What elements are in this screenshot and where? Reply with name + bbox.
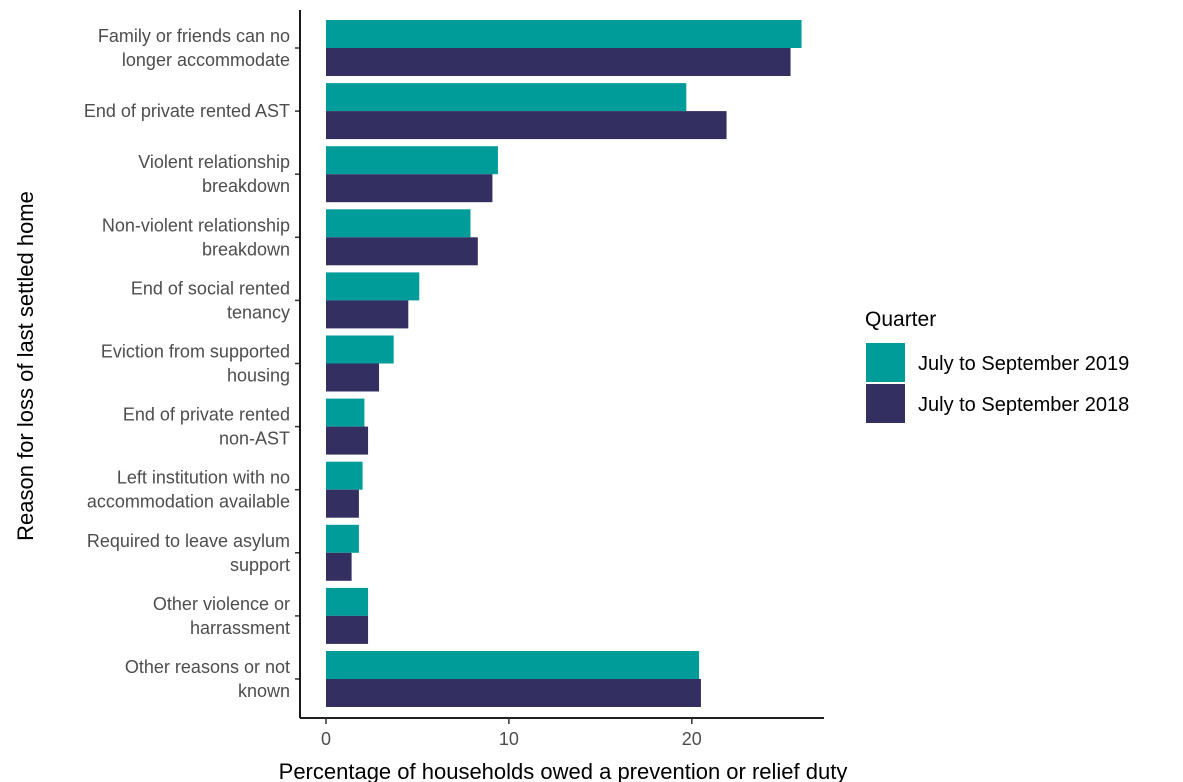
category-label: Required to leave asylum support bbox=[87, 531, 290, 575]
category-label: End of social rented tenancy bbox=[131, 278, 290, 322]
bar-series-2019-9 bbox=[326, 587, 369, 616]
bar-series-2019-6 bbox=[326, 398, 365, 427]
x-tick-label: 10 bbox=[499, 729, 519, 749]
category-label: Non-violent relationship breakdown bbox=[102, 215, 290, 259]
bar-series-2019-0 bbox=[326, 20, 802, 48]
bar-series-2018-2 bbox=[326, 174, 493, 203]
category-label: Other violence or harrassment bbox=[153, 594, 290, 638]
bar-series-2018-9 bbox=[326, 615, 369, 644]
bar-series-2018-5 bbox=[326, 363, 380, 392]
category-label: Left institution with no accommodation av… bbox=[87, 468, 290, 512]
bar-series-2018-3 bbox=[326, 237, 478, 266]
bar-series-2018-1 bbox=[326, 111, 727, 140]
bar-series-2019-8 bbox=[326, 524, 359, 553]
category-label: End of private rented AST bbox=[84, 101, 290, 121]
bar-series-2019-1 bbox=[326, 83, 687, 112]
x-axis: 0 10 20 bbox=[300, 717, 824, 749]
legend-label-2018: July to September 2018 bbox=[918, 394, 1129, 416]
bar-series-2019-7 bbox=[326, 461, 363, 490]
legend-key-2018 bbox=[866, 384, 905, 423]
bar-series-2018-7 bbox=[326, 489, 359, 518]
bar-series-2019-5 bbox=[326, 335, 394, 364]
legend: Quarter July to September 2019 July to Se… bbox=[865, 308, 1129, 423]
x-tick-label: 20 bbox=[682, 729, 702, 749]
legend-key-2019 bbox=[866, 343, 905, 382]
bar-series-2018-4 bbox=[326, 300, 409, 329]
bars-group bbox=[326, 20, 802, 707]
bar-series-2019-2 bbox=[326, 146, 498, 175]
category-label: Family or friends can no longer accommoda… bbox=[98, 26, 290, 70]
bar-series-2019-10 bbox=[326, 651, 700, 679]
bar-series-2018-8 bbox=[326, 552, 352, 581]
category-label: Violent relationship breakdown bbox=[138, 152, 290, 196]
bar-series-2018-0 bbox=[326, 48, 791, 76]
legend-label-2019: July to September 2019 bbox=[918, 353, 1129, 375]
bar-series-2019-3 bbox=[326, 209, 471, 238]
legend-title: Quarter bbox=[865, 308, 936, 331]
x-tick-label: 0 bbox=[321, 729, 331, 749]
bar-series-2018-6 bbox=[326, 426, 369, 455]
x-axis-title: Percentage of households owed a preventi… bbox=[279, 759, 848, 782]
category-label: Eviction from supported housing bbox=[101, 342, 290, 386]
category-label: Other reasons or not known bbox=[125, 657, 290, 701]
category-label: End of private rented non-AST bbox=[123, 405, 290, 449]
y-axis bbox=[295, 10, 301, 718]
category-labels: Family or friends can no longer accommoda… bbox=[84, 26, 290, 701]
y-axis-title: Reason for loss of last settled home bbox=[13, 191, 38, 541]
bar-series-2018-10 bbox=[326, 679, 701, 707]
bar-series-2019-4 bbox=[326, 272, 420, 301]
